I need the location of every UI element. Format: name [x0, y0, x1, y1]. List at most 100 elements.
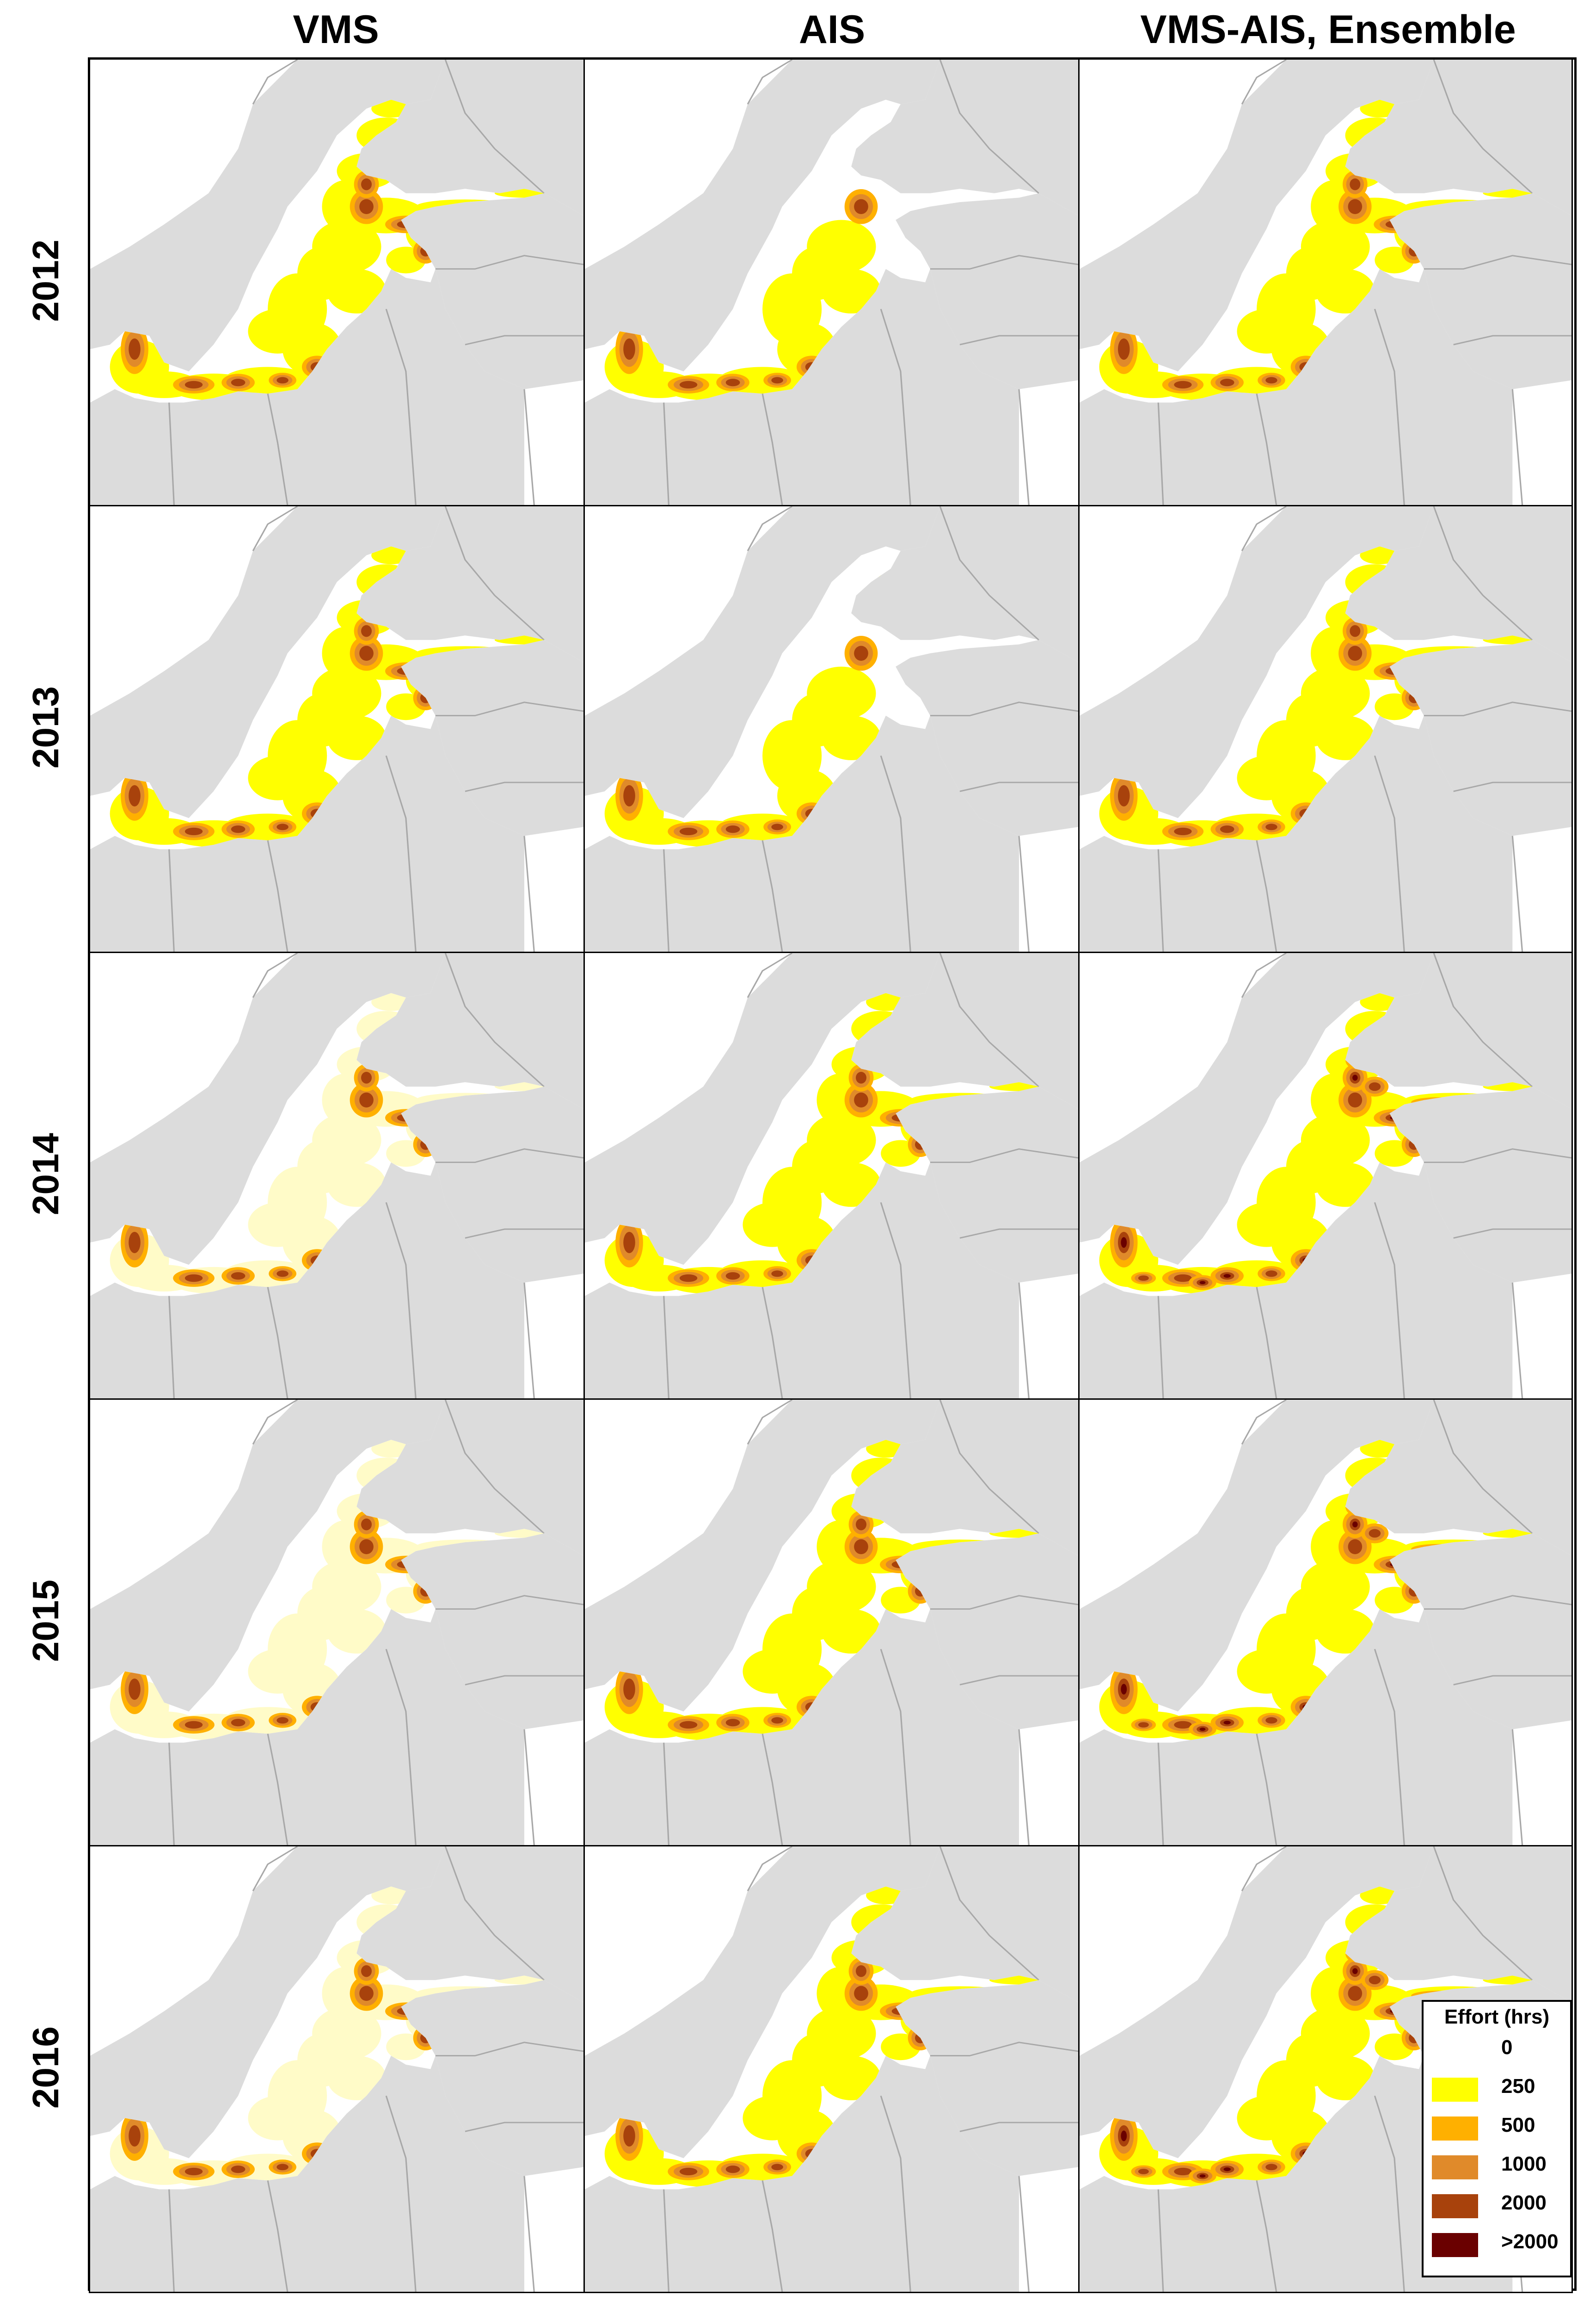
effort-hotspot — [771, 2164, 783, 2171]
effort-area — [327, 715, 387, 760]
land-mass — [1080, 60, 1434, 372]
land-mass — [585, 1162, 1019, 1398]
effort-hotspot — [1117, 785, 1130, 807]
country-border — [1453, 781, 1571, 792]
effort-hotspot — [1199, 2174, 1206, 2178]
baltic-map — [90, 953, 583, 1398]
effort-area — [1301, 1560, 1370, 1614]
land-mass — [356, 60, 583, 216]
country-border — [959, 1675, 1078, 1686]
effort-hotspot — [1174, 827, 1192, 836]
country-border — [1433, 953, 1533, 1087]
country-border — [465, 335, 583, 345]
country-border — [1511, 1282, 1523, 1398]
legend-label: >2000 — [1501, 2230, 1559, 2253]
legend-swatch — [1432, 2039, 1478, 2063]
effort-hotspot — [361, 1518, 372, 1531]
effort-hotspot — [679, 827, 698, 836]
land-mass — [356, 953, 583, 1109]
country-border — [930, 255, 1078, 270]
land-mass — [585, 506, 940, 818]
land-mass — [90, 1846, 446, 2159]
land-mass — [1389, 640, 1571, 836]
effort-hotspot — [725, 2166, 740, 2173]
country-border — [385, 1202, 417, 1398]
land-mass — [1080, 1609, 1513, 1845]
row-label-2014: 2014 — [25, 1133, 66, 1215]
land-mass — [896, 1086, 1078, 1283]
country-border — [1424, 1595, 1571, 1610]
effort-hotspot — [231, 2166, 246, 2173]
country-border — [1424, 1148, 1571, 1163]
country-border — [959, 1228, 1078, 1239]
effort-area — [822, 269, 881, 314]
effort-area — [866, 1886, 906, 1905]
country-border — [663, 402, 669, 505]
effort-area — [248, 1202, 307, 1247]
land-mass — [90, 953, 446, 1265]
effort-hotspot — [231, 825, 246, 833]
effort-area — [807, 1560, 876, 1614]
effort-hotspot — [854, 1986, 868, 2001]
country-border — [385, 1649, 417, 1845]
effort-hotspot — [771, 1717, 783, 1724]
country-border — [747, 506, 793, 551]
effort-area — [743, 2096, 802, 2141]
effort-area — [312, 220, 381, 274]
country-border — [1018, 389, 1030, 505]
country-border — [435, 2042, 583, 2057]
land-mass — [585, 953, 940, 1265]
effort-hotspot — [184, 827, 203, 836]
effort-hotspot — [623, 338, 635, 360]
land-mass — [1080, 1400, 1434, 1712]
land-mass — [851, 506, 1078, 663]
country-border — [168, 849, 175, 952]
land-mass — [585, 2055, 1019, 2292]
effort-area — [866, 993, 906, 1011]
country-border — [663, 1296, 669, 1398]
legend-swatch — [1432, 2155, 1478, 2179]
country-border — [267, 1733, 289, 1845]
effort-hotspot — [231, 379, 246, 387]
legend-label: 2000 — [1501, 2191, 1547, 2214]
country-border — [930, 2042, 1078, 2057]
effort-hotspot — [361, 625, 372, 637]
country-border — [1256, 1733, 1277, 1845]
country-border — [1433, 1846, 1533, 1981]
map-panel-2012-ensemble — [1078, 58, 1573, 506]
effort-area — [822, 1609, 881, 1654]
effort-area — [831, 675, 871, 711]
effort-area — [831, 228, 871, 265]
effort-hotspot — [855, 1965, 867, 1977]
baltic-map — [1080, 506, 1571, 952]
effort-hotspot — [184, 2167, 203, 2176]
country-border — [1157, 2189, 1164, 2292]
legend-swatch — [1432, 2078, 1478, 2102]
map-panel-2016-vms — [89, 1845, 585, 2293]
map-panel-2016-ais — [583, 1845, 1080, 2293]
country-border — [267, 1286, 289, 1398]
country-border — [1018, 1282, 1030, 1398]
land-mass — [356, 1400, 583, 1556]
legend-swatch — [1432, 2233, 1478, 2257]
legend-label: 500 — [1501, 2114, 1535, 2136]
country-border — [444, 1846, 545, 1981]
effort-hotspot — [1121, 1684, 1127, 1695]
effort-area — [371, 546, 411, 565]
effort-hotspot — [679, 1721, 698, 1729]
country-border — [168, 1742, 175, 1845]
effort-hotspot — [1348, 1539, 1363, 1554]
baltic-map — [1080, 953, 1571, 1398]
country-border — [444, 953, 545, 1087]
effort-area — [1237, 309, 1296, 354]
map-panel-grid — [88, 57, 1577, 2293]
effort-area — [312, 2006, 381, 2061]
row-label-2015: 2015 — [25, 1580, 66, 1662]
effort-hotspot — [725, 1272, 740, 1280]
effort-area — [371, 99, 411, 118]
land-mass — [1080, 1846, 1434, 2159]
effort-hotspot — [855, 1518, 867, 1531]
legend-swatch — [1432, 2116, 1478, 2141]
effort-hotspot — [1121, 1237, 1127, 1248]
map-panel-2014-vms — [89, 952, 585, 1400]
